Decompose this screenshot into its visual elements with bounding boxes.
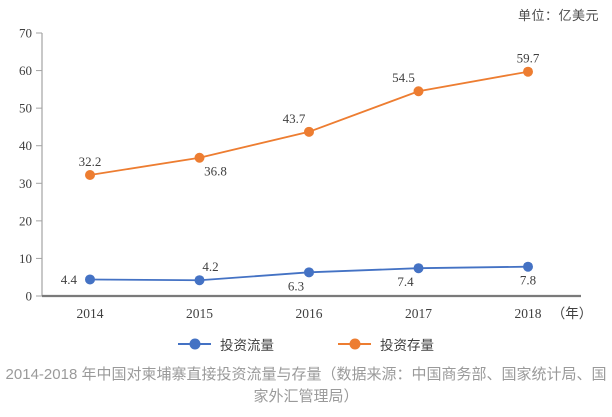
unit-label: 单位：亿美元 <box>517 8 599 23</box>
y-tick-label: 40 <box>19 138 32 153</box>
y-tick-label: 10 <box>19 251 32 266</box>
series-1-point <box>523 66 533 77</box>
series-0-point <box>413 263 424 274</box>
series-0-point <box>194 275 205 286</box>
data-label: 4.2 <box>202 259 218 274</box>
y-tick-label: 30 <box>19 176 32 191</box>
series-line-1 <box>89 70 529 176</box>
investment-line-chart: 0 10 20 30 40 50 60 70 2014 2015 2016 2017 2018 （年） 4.… <box>19 26 593 322</box>
series-1-point <box>413 86 424 97</box>
chart-legend: 投资流量 投资存量 <box>0 334 612 354</box>
legend-dot-stock-icon <box>349 338 360 350</box>
series-0-point <box>304 267 314 278</box>
data-label: 54.5 <box>392 70 415 85</box>
legend-item-stock: 投资存量 <box>338 334 434 354</box>
x-category-label: 2018 <box>515 306 542 321</box>
legend-dot-flow-icon <box>189 338 200 350</box>
legend-marker-stock-icon <box>338 338 371 350</box>
legend-item-flow: 投资流量 <box>178 334 274 354</box>
x-axis-unit-label: （年） <box>552 306 593 321</box>
data-label: 7.4 <box>397 274 414 289</box>
x-category-label: 2016 <box>296 306 323 321</box>
series-1-point <box>194 152 205 163</box>
y-tick-label: 50 <box>19 101 32 116</box>
series-1-point <box>304 126 314 137</box>
data-label: 36.8 <box>204 164 227 179</box>
series-0-point <box>523 261 533 272</box>
legend-marker-flow-icon <box>178 338 211 350</box>
y-tick-label: 20 <box>19 213 32 228</box>
y-tick-label: 60 <box>19 63 32 78</box>
series-1-point <box>85 170 95 181</box>
y-tick-label: 0 <box>26 289 33 304</box>
data-label: 6.3 <box>288 278 304 293</box>
data-label: 4.4 <box>61 272 78 287</box>
data-label: 59.7 <box>517 51 540 66</box>
data-label: 32.2 <box>79 154 102 169</box>
data-label: 43.7 <box>283 111 306 126</box>
x-category-label: 2017 <box>405 306 432 321</box>
legend-label-stock: 投资存量 <box>380 338 434 353</box>
legend-label-flow: 投资流量 <box>220 338 274 353</box>
series-0-point <box>85 274 95 285</box>
x-category-label: 2015 <box>186 306 213 321</box>
y-tick-label: 70 <box>19 26 32 41</box>
x-category-label: 2014 <box>77 306 104 321</box>
figure-caption: 2014-2018 年中国对柬埔寨直接投资流量与存量（数据来源：中国商务部、国家… <box>5 366 607 405</box>
data-label: 7.8 <box>520 273 536 288</box>
